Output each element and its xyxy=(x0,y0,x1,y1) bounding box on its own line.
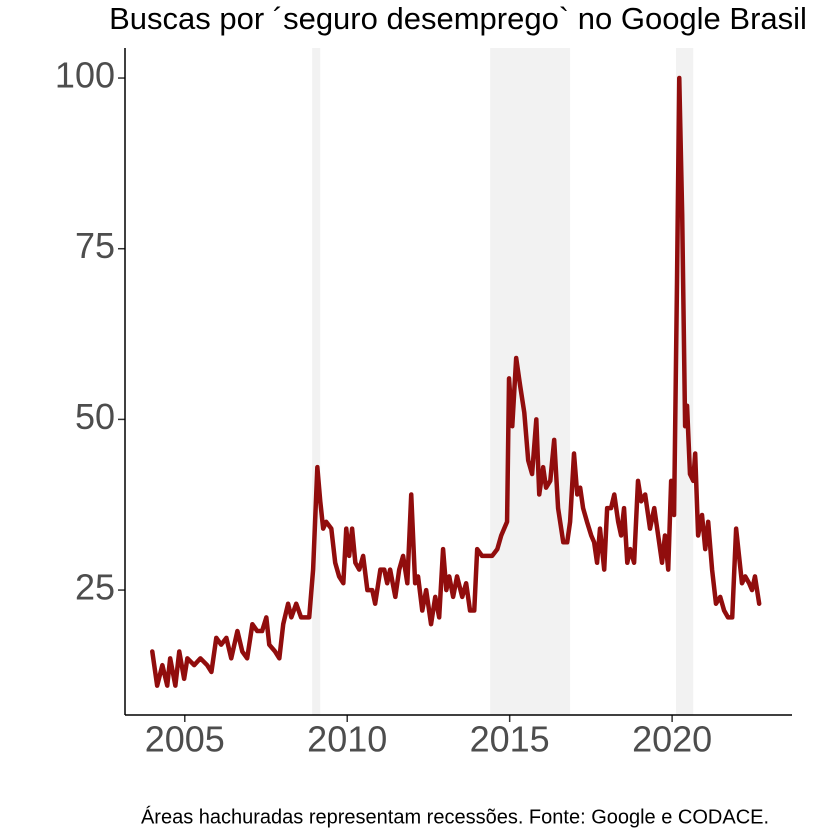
y-tick-label: 100 xyxy=(55,55,115,96)
recession-band xyxy=(490,48,571,715)
y-tick-label: 75 xyxy=(75,225,115,266)
x-tick-label: 2015 xyxy=(470,719,550,760)
y-tick-label: 25 xyxy=(75,567,115,608)
series-line xyxy=(150,75,762,688)
x-tick-label: 2005 xyxy=(145,719,225,760)
recession-band xyxy=(312,48,321,715)
caption: Áreas hachuradas representam recessões. … xyxy=(141,805,769,828)
x-tick-label: 2020 xyxy=(632,719,712,760)
y-tick-label: 50 xyxy=(75,396,115,437)
chart-title: Buscas por ´seguro desemprego` no Google… xyxy=(109,1,807,36)
x-tick-label: 2010 xyxy=(307,719,387,760)
